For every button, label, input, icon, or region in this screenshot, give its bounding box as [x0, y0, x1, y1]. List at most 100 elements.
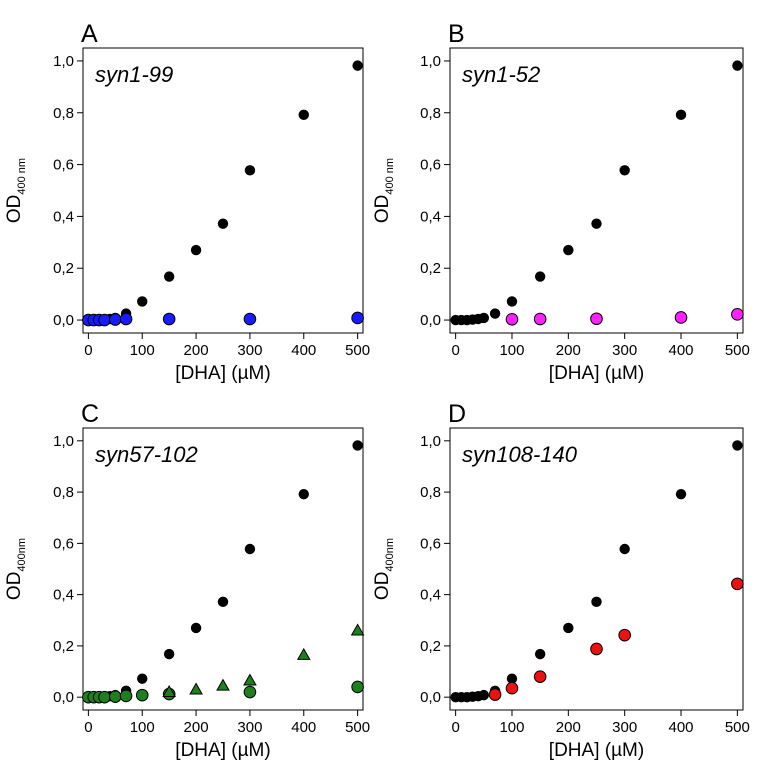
data-point [243, 685, 257, 699]
data-point [217, 218, 229, 229]
data-point-triangle [296, 647, 311, 660]
data-point-triangle [162, 685, 177, 698]
panel-title: syn1-52 [462, 62, 540, 87]
data-point [731, 308, 744, 321]
x-tick-label: 400 [291, 342, 316, 359]
data-point [137, 673, 148, 684]
y-tick-label: 0,2 [420, 260, 441, 277]
data-point [590, 312, 603, 326]
data-point [298, 109, 309, 121]
y-tick-label: 0,0 [53, 689, 74, 706]
y-tick-label: 0,6 [53, 157, 74, 174]
data-point [217, 596, 229, 608]
data-point [244, 165, 256, 176]
data-point [591, 596, 602, 608]
panel-letter: B [448, 20, 465, 48]
x-axis-label: [DHA] (µM) [549, 363, 644, 384]
x-axis-label: [DHA] (µM) [175, 363, 270, 384]
data-point [478, 312, 490, 324]
data-point [98, 690, 111, 704]
data-point [618, 628, 631, 642]
plot-frame [449, 427, 744, 711]
data-point [533, 670, 547, 683]
x-tick-label: 200 [556, 342, 581, 359]
data-point [533, 312, 547, 326]
data-point [563, 244, 574, 256]
panel-letter: D [448, 400, 466, 428]
y-tick-label: 1,0 [420, 433, 441, 450]
data-point [190, 244, 202, 256]
x-tick-label: 300 [237, 342, 262, 359]
x-tick-label: 200 [184, 719, 209, 736]
x-tick-label: 500 [725, 719, 750, 736]
data-point [506, 296, 518, 307]
x-tick-label: 300 [612, 719, 637, 736]
data-point [119, 312, 133, 326]
y-axis-label-sub: 400nm [16, 538, 28, 572]
data-point [488, 688, 502, 701]
data-point [619, 165, 630, 176]
chart-panel-b: 0 100 200 300 400 500 0,0 0,2 0,4 0,6 0,8 1,0 Bsyn1-… [372, 20, 750, 384]
y-tick-label: 0,2 [53, 638, 74, 655]
data-point [298, 488, 309, 500]
y-tick-label: 0,6 [53, 535, 74, 552]
y-tick-label: 0,0 [53, 312, 74, 329]
y-tick-label: 0,4 [420, 587, 441, 604]
y-tick-label: 0,4 [53, 208, 74, 225]
x-tick-label: 400 [669, 342, 694, 359]
data-point [732, 60, 743, 71]
data-point [190, 622, 202, 634]
data-point-triangle [243, 673, 257, 686]
data-point [478, 689, 490, 701]
chart-panel-a: 0 100 200 300 400 500 0,0 0,2 0,4 0,6 0,8 1,0 Asyn1-… [4, 20, 370, 384]
x-tick-label: 100 [499, 342, 524, 359]
data-point [119, 689, 133, 703]
data-point-triangle [189, 682, 203, 695]
x-tick-label: 0 [451, 342, 459, 359]
y-tick-label: 0,6 [420, 535, 441, 552]
panel-title: syn108-140 [462, 442, 578, 467]
data-point [590, 642, 603, 656]
y-axis-label-sub: 400 nm [384, 158, 396, 195]
x-tick-label: 200 [184, 342, 209, 359]
data-point [731, 577, 744, 591]
y-tick-label: 0,8 [420, 484, 441, 501]
y-axis-label: OD400 nm [4, 158, 28, 223]
y-axis-label-sub: 400 nm [16, 158, 28, 195]
data-point [732, 440, 743, 451]
data-point [351, 311, 364, 325]
data-point [137, 296, 148, 307]
y-axis-label: OD400 nm [372, 158, 396, 223]
plot-frame [82, 427, 364, 711]
data-point [505, 681, 519, 695]
plot-frame [82, 47, 364, 334]
chart-panel-d: 0 100 200 300 400 500 0,0 0,2 0,4 0,6 0,8 1,0 Dsyn10… [372, 400, 750, 761]
x-tick-label: 100 [499, 719, 524, 736]
data-point [506, 673, 518, 684]
x-tick-label: 0 [451, 719, 459, 736]
y-axis-label-sub: 400nm [384, 538, 396, 572]
data-point [489, 308, 501, 319]
panel-title: syn57-102 [95, 442, 198, 467]
y-tick-label: 0,8 [53, 105, 74, 122]
x-axis-label: [DHA] (µM) [549, 740, 644, 761]
data-point [109, 313, 122, 326]
data-point [243, 312, 257, 326]
x-tick-label: 500 [345, 342, 370, 359]
y-tick-label: 0,0 [420, 312, 441, 329]
data-point [534, 271, 546, 282]
y-tick-label: 0,6 [420, 157, 441, 174]
y-tick-label: 0,0 [420, 689, 441, 706]
data-point [505, 312, 519, 326]
y-axis-label: OD400nm [372, 538, 396, 600]
y-tick-label: 1,0 [420, 53, 441, 70]
y-axis-label-main: OD [4, 572, 25, 601]
data-point-triangle [350, 623, 365, 636]
y-axis-label-main: OD [4, 195, 25, 224]
x-tick-label: 100 [130, 342, 155, 359]
x-tick-label: 400 [669, 719, 694, 736]
x-axis-label: [DHA] (µM) [175, 740, 270, 761]
y-tick-label: 0,4 [420, 208, 441, 225]
y-axis-label-main: OD [372, 195, 393, 224]
